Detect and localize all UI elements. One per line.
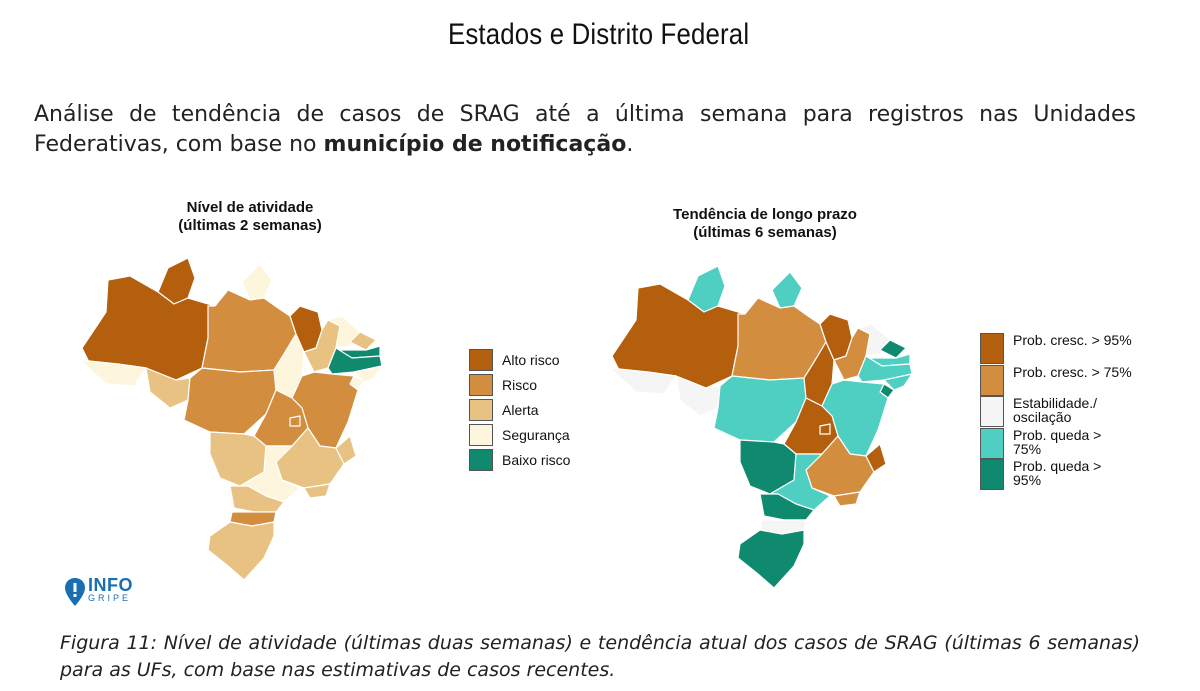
trend-legend-item: Prob. queda > 95% [980, 459, 1133, 491]
activity-legend-label: Risco [502, 376, 538, 393]
state-df [819, 423, 831, 435]
activity-map-title-line1: Nível de atividade [186, 199, 314, 216]
activity-legend-item: Baixo risco [469, 447, 570, 472]
trend-legend-item: Prob. cresc. > 95% [980, 333, 1133, 365]
activity-legend-swatch [469, 398, 493, 421]
state-df [289, 415, 301, 427]
state-es [335, 435, 357, 465]
trend-legend-label: Prob. cresc. > 75% [1013, 363, 1132, 380]
trend-map-title: Tendência de longo prazo (últimas 6 sema… [640, 206, 890, 242]
state-rn [349, 331, 377, 351]
activity-legend-item: Alerta [469, 397, 570, 422]
activity-map-title: Nível de atividade (últimas 2 semanas) [140, 199, 360, 235]
figure-caption: Figura 11: Nível de atividade (últimas d… [60, 632, 1140, 681]
activity-legend-label: Segurança [502, 426, 570, 443]
activity-legend: Alto risco Risco Alerta Segurança Baixo risc… [469, 347, 570, 472]
location-pin-icon [65, 578, 85, 606]
state-pr [759, 493, 815, 521]
trend-map-title-line1: Tendência de longo prazo [673, 206, 857, 223]
intro-text: Análise de tendência de casos de SRAG at… [34, 102, 1136, 157]
intro-bold-text: município de notificação [323, 132, 627, 157]
activity-legend-item: Segurança [469, 422, 570, 447]
state-al [353, 365, 383, 383]
trend-legend-label: Prob. queda > 75% [1013, 426, 1102, 457]
trend-map-title-line2: (últimas 6 semanas) [693, 224, 837, 241]
state-ap [241, 263, 273, 301]
logo-text-info: INFO [88, 575, 133, 595]
intro-text-end: . [626, 132, 634, 157]
trend-legend: Prob. cresc. > 95% Prob. cresc. > 75% Esta… [980, 333, 1133, 491]
activity-legend-label: Baixo risco [502, 451, 571, 468]
trend-legend-label: Prob. cresc. > 95% [1013, 332, 1132, 348]
activity-legend-swatch [469, 423, 493, 446]
activity-level-map [79, 257, 383, 580]
activity-legend-item: Alto risco [469, 347, 570, 372]
logo-text-gripe: GRIPE [88, 593, 132, 603]
trend-legend-swatch [980, 396, 1004, 427]
activity-map-title-line2: (últimas 2 semanas) [178, 217, 322, 234]
activity-legend-swatch [469, 373, 493, 396]
trend-legend-item: Prob. queda > 75% [980, 426, 1133, 460]
state-es [865, 443, 887, 473]
activity-legend-label: Alto risco [502, 351, 560, 368]
state-rj [303, 483, 331, 499]
page-heading: Estados e Distrito Federal [447, 18, 750, 51]
activity-legend-item: Risco [469, 372, 570, 397]
trend-legend-swatch [980, 333, 1004, 364]
trend-legend-item: Estabilidade./ oscilação [980, 396, 1133, 428]
infogripe-logo: INFO GRIPE [64, 576, 133, 608]
state-ac [609, 367, 677, 395]
state-al [883, 373, 913, 391]
state-rj [833, 491, 861, 507]
activity-legend-swatch [469, 348, 493, 371]
trend-legend-label: Estabilidade./ oscilação [1013, 395, 1098, 425]
state-ap [771, 271, 803, 309]
intro-paragraph: Análise de tendência de casos de SRAG at… [34, 100, 1136, 160]
activity-legend-swatch [469, 448, 493, 471]
state-pe [857, 355, 913, 383]
state-rn [879, 339, 907, 359]
state-rs [207, 521, 275, 580]
trend-legend-item: Prob. cresc. > 75% [980, 363, 1133, 397]
trend-legend-label: Prob. queda > 95% [1013, 458, 1102, 488]
long-term-trend-map [609, 265, 913, 588]
state-rs [737, 529, 805, 588]
state-pe [327, 347, 383, 375]
state-pr [229, 485, 285, 513]
trend-legend-swatch [980, 459, 1004, 490]
trend-legend-swatch [980, 427, 1004, 459]
trend-legend-swatch [980, 364, 1004, 396]
state-ac [79, 359, 147, 387]
activity-legend-label: Alerta [502, 401, 539, 418]
